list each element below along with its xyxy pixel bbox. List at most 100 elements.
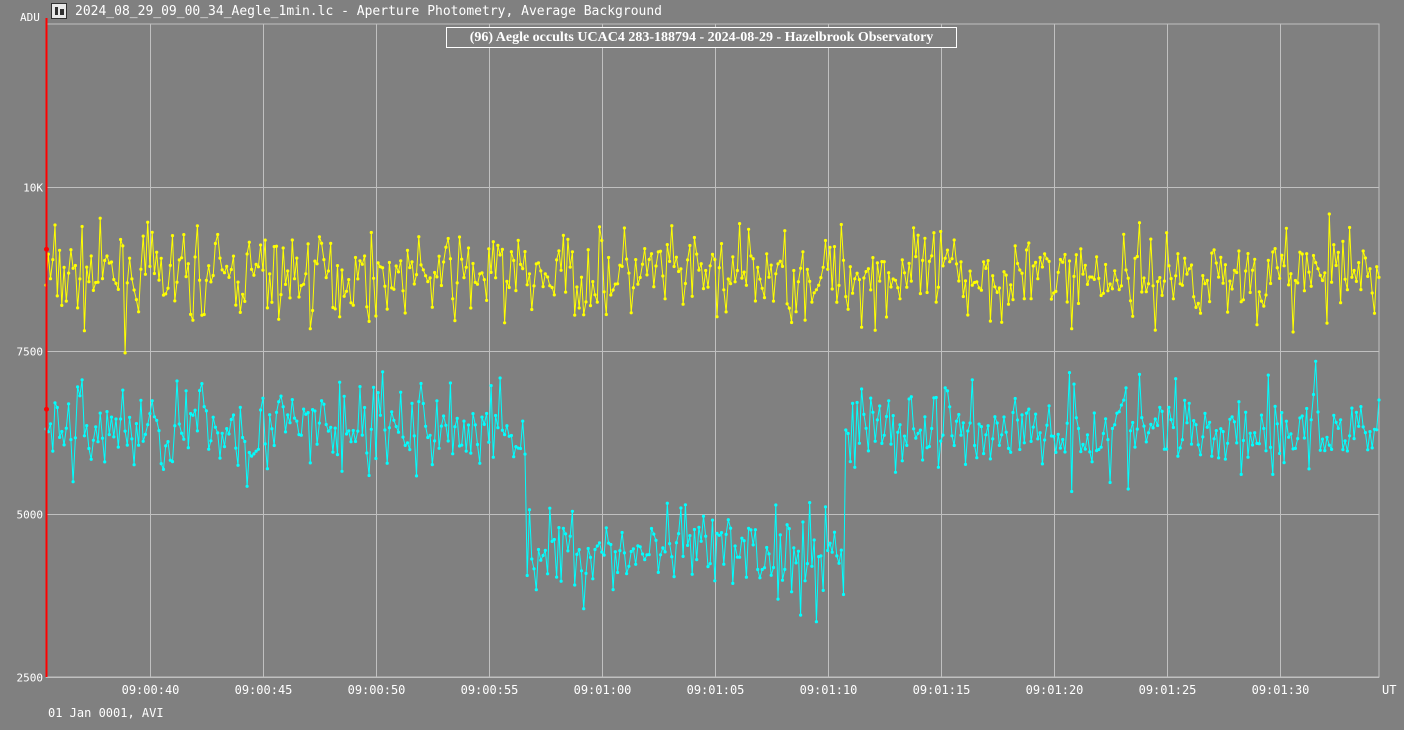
comparison-point <box>577 306 581 310</box>
target-point <box>1196 443 1200 447</box>
target-point <box>697 525 701 529</box>
comparison-point <box>1345 288 1349 292</box>
comparison-point <box>494 276 498 280</box>
comparison-point <box>1140 290 1144 294</box>
comparison-point <box>984 266 988 270</box>
comparison-point <box>220 268 224 272</box>
comparison-point <box>170 234 175 238</box>
comparison-point <box>1219 255 1223 259</box>
target-point <box>91 438 95 442</box>
comparison-point <box>448 257 452 261</box>
target-point <box>1201 435 1205 439</box>
target-point <box>1140 416 1144 420</box>
comparison-point <box>1065 300 1069 304</box>
app-icon[interactable] <box>51 3 67 19</box>
target-point <box>1192 419 1196 423</box>
target-point <box>1271 472 1275 476</box>
target-point <box>790 590 794 594</box>
target-point <box>1079 450 1083 454</box>
target-point <box>1370 446 1374 450</box>
target-point <box>442 414 446 418</box>
comparison-point <box>451 297 455 301</box>
comparison-point <box>1289 272 1293 276</box>
target-point <box>907 397 911 401</box>
target-point <box>157 429 161 433</box>
target-point <box>706 565 710 569</box>
comparison-point <box>439 283 443 288</box>
comparison-point <box>848 265 852 269</box>
target-point <box>690 572 694 576</box>
target-point <box>875 418 880 422</box>
target-point <box>1149 422 1153 426</box>
target-point <box>695 558 699 562</box>
comparison-point <box>970 283 974 287</box>
target-point <box>939 439 943 443</box>
comparison-point <box>234 303 238 307</box>
target-point <box>186 446 190 450</box>
comparison-point <box>331 305 335 310</box>
marker-layer <box>44 18 49 677</box>
target-point <box>421 401 425 406</box>
target-point <box>1264 449 1268 453</box>
target-point <box>489 384 493 388</box>
target-point <box>471 412 475 416</box>
comparison-point <box>837 283 841 287</box>
target-point <box>1133 445 1137 449</box>
comparison-point <box>78 277 82 281</box>
target-point <box>758 576 762 580</box>
target-point <box>862 412 866 416</box>
target-point <box>1282 461 1286 465</box>
target-point <box>112 435 116 439</box>
target-point <box>982 452 986 456</box>
comparison-point <box>975 280 979 284</box>
target-point <box>399 390 403 394</box>
comparison-point <box>1287 283 1291 287</box>
comparison-point <box>1142 276 1146 280</box>
comparison-point <box>602 290 606 294</box>
comparison-point <box>1228 279 1232 283</box>
y-tick-label: 2500 <box>17 672 44 685</box>
comparison-point <box>164 292 168 296</box>
comparison-point <box>927 259 932 263</box>
comparison-point <box>844 295 848 299</box>
target-point <box>1230 415 1234 419</box>
target-point <box>1273 404 1277 408</box>
comparison-point <box>1350 275 1354 279</box>
target-point <box>665 501 669 505</box>
comparison-point <box>1137 221 1142 225</box>
comparison-point <box>801 250 805 254</box>
target-point <box>202 405 206 409</box>
target-point <box>769 573 773 577</box>
target-point <box>934 395 938 400</box>
comparison-point <box>1259 299 1264 303</box>
comparison-point <box>767 275 771 279</box>
comparison-point <box>256 265 260 269</box>
target-point <box>582 607 586 611</box>
target-point <box>674 541 679 545</box>
comparison-point <box>182 233 186 237</box>
target-point <box>1054 450 1058 454</box>
comparison-point <box>96 280 100 284</box>
target-point <box>279 394 283 398</box>
target-point <box>1178 446 1182 450</box>
comparison-point <box>1070 327 1074 331</box>
target-point <box>324 422 328 427</box>
target-point <box>564 532 568 536</box>
comparison-point <box>846 307 850 311</box>
comparison-point <box>125 281 129 285</box>
comparison-point <box>729 282 733 286</box>
comparison-point <box>760 286 764 290</box>
comparison-point <box>790 320 794 325</box>
target-point <box>134 422 138 426</box>
target-point <box>1332 413 1336 417</box>
comparison-point <box>1311 253 1316 258</box>
comparison-point <box>1074 253 1078 257</box>
target-point <box>979 425 984 429</box>
comparison-point <box>453 319 457 323</box>
target-point <box>912 427 916 431</box>
comparison-point <box>573 313 577 317</box>
target-point <box>1314 359 1318 363</box>
comparison-point <box>53 223 57 227</box>
target-point <box>48 422 53 426</box>
